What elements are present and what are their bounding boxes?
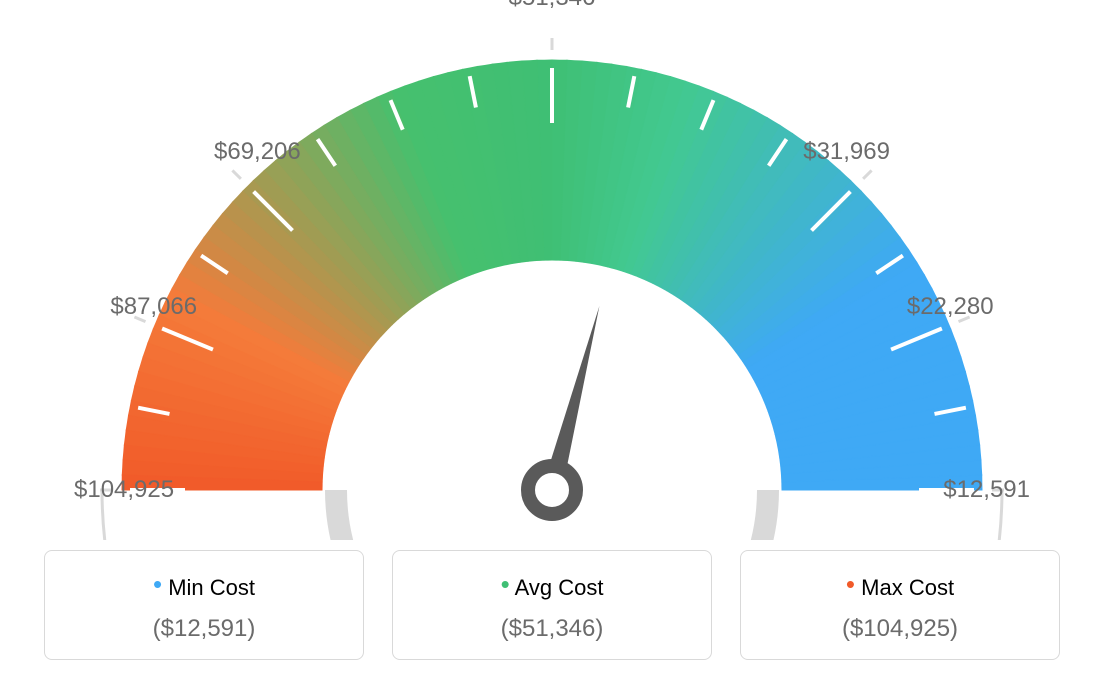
dot-icon: •	[501, 569, 510, 599]
legend-title-text: Max Cost	[861, 575, 954, 600]
legend-title-min: • Min Cost	[55, 569, 353, 601]
gauge-tick-label: $87,066	[110, 293, 197, 321]
legend-title-max: • Max Cost	[751, 569, 1049, 601]
gauge-tick-label: $31,969	[803, 138, 890, 166]
gauge-tick-label: $51,346	[509, 0, 596, 12]
dot-icon: •	[846, 569, 855, 599]
legend-title-text: Min Cost	[168, 575, 255, 600]
legend-card-min: • Min Cost ($12,591)	[44, 550, 364, 660]
legend-value-avg: ($51,346)	[403, 615, 701, 643]
gauge-tick-label: $104,925	[74, 476, 174, 504]
legend-value-min: ($12,591)	[55, 615, 353, 643]
legend-card-max: • Max Cost ($104,925)	[740, 550, 1060, 660]
gauge-tick-label: $22,280	[907, 293, 994, 321]
legend-row: • Min Cost ($12,591) • Avg Cost ($51,346…	[0, 550, 1104, 660]
dot-icon: •	[153, 569, 162, 599]
legend-title-text: Avg Cost	[515, 575, 604, 600]
gauge-tick-label: $12,591	[943, 476, 1030, 504]
legend-title-avg: • Avg Cost	[403, 569, 701, 601]
gauge-svg	[0, 0, 1104, 540]
legend-card-avg: • Avg Cost ($51,346)	[392, 550, 712, 660]
gauge-chart: $12,591 $22,280 $31,969 $51,346 $69,206 $87,0…	[0, 0, 1104, 540]
gauge-tick-label: $69,206	[214, 138, 301, 166]
legend-value-max: ($104,925)	[751, 615, 1049, 643]
